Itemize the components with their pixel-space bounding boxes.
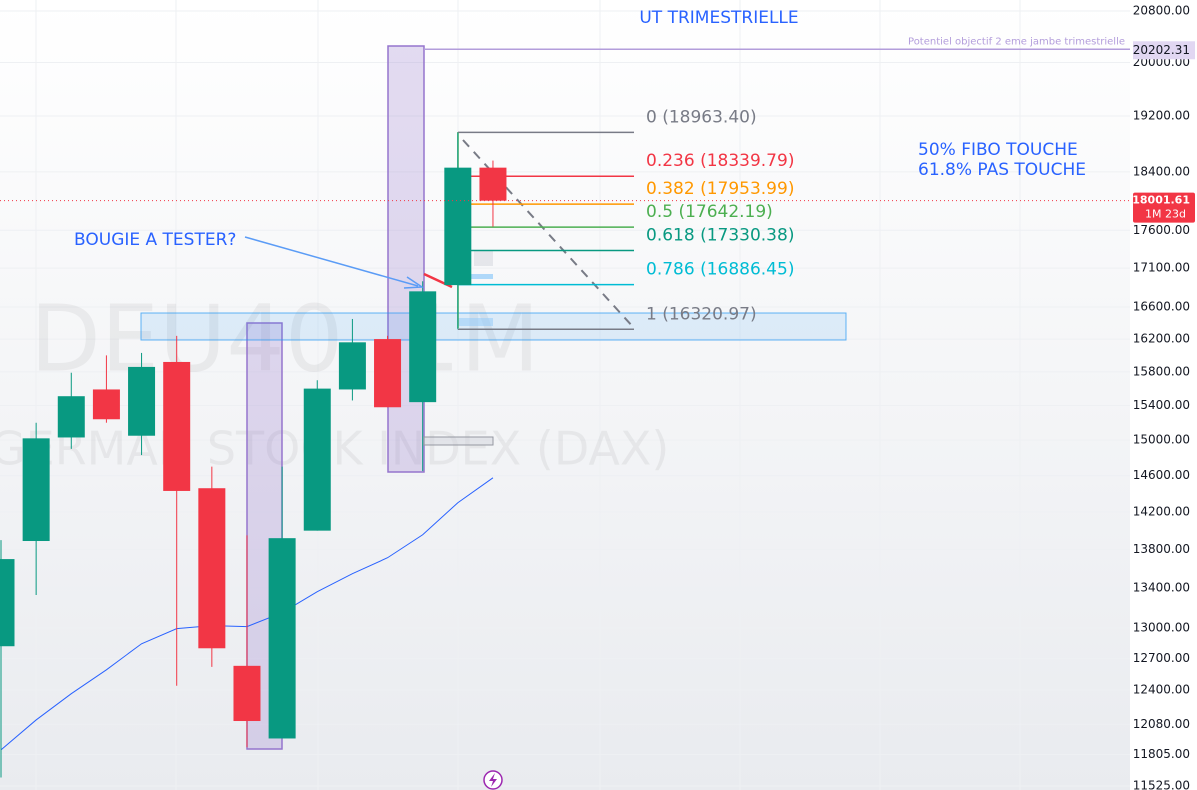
fib-label: 0 (18963.40) xyxy=(646,107,757,127)
y-tick-label: 18400.00 xyxy=(1133,164,1190,178)
countdown: 1M 23d xyxy=(1145,208,1186,221)
price-axis-labels: 20800.0020000.0019200.0018400.0017600.00… xyxy=(1133,3,1190,790)
candle-body xyxy=(22,438,50,542)
event-icon-bolt xyxy=(489,773,497,787)
y-tick-label: 13400.00 xyxy=(1133,581,1190,595)
price-axis xyxy=(1130,0,1197,790)
y-tick-label: 16200.00 xyxy=(1133,332,1190,346)
candle-body xyxy=(303,388,331,531)
candle-body xyxy=(479,167,507,201)
candle-body xyxy=(338,342,366,390)
watermark-description: GERMAN STOCK INDEX (DAX) xyxy=(0,422,669,476)
highlight-box xyxy=(387,45,425,473)
grid xyxy=(0,10,1130,787)
arrow xyxy=(244,236,419,287)
fib-label: 0.786 (16886.45) xyxy=(646,260,794,280)
target-text: Potentiel objectif 2 eme jambe trimestri… xyxy=(908,36,1125,47)
y-tick-label: 19200.00 xyxy=(1133,109,1190,123)
fib-label: 0.382 (17953.99) xyxy=(646,179,794,199)
candle-body xyxy=(233,665,261,722)
price-markers: Potentiel objectif 2 eme jambe trimestri… xyxy=(0,36,1195,223)
last-price: 18001.61 xyxy=(1132,194,1190,207)
annotation-note: 61.8% PAS TOUCHE xyxy=(918,160,1086,180)
gap-box xyxy=(458,274,493,279)
candle-body xyxy=(0,559,15,647)
candle-body xyxy=(444,167,472,286)
y-tick-label: 11805.00 xyxy=(1133,747,1190,761)
annotation-note: 50% FIBO TOUCHE xyxy=(918,140,1078,160)
candle-body xyxy=(409,291,437,403)
y-tick-label: 13000.00 xyxy=(1133,620,1190,634)
y-tick-label: 20800.00 xyxy=(1133,3,1190,17)
y-tick-label: 13800.00 xyxy=(1133,542,1190,556)
arrow-head xyxy=(403,276,425,289)
candle-body xyxy=(163,361,191,491)
fib-diagonal xyxy=(462,139,635,329)
y-tick-label: 15800.00 xyxy=(1133,364,1190,378)
y-tick-label: 14200.00 xyxy=(1133,505,1190,519)
y-tick-label: 12700.00 xyxy=(1133,651,1190,665)
gap-box xyxy=(423,436,494,446)
last-price-box xyxy=(1133,192,1195,223)
candle-body xyxy=(57,396,85,438)
y-tick-label: 16600.00 xyxy=(1133,300,1190,314)
candle-body xyxy=(92,389,120,420)
target-price-box xyxy=(1133,41,1195,60)
arrow-label: BOUGIE A TESTER? xyxy=(74,230,236,250)
candle-body xyxy=(198,488,226,649)
y-tick-label: 15400.00 xyxy=(1133,398,1190,412)
y-tick-label: 12080.00 xyxy=(1133,717,1190,731)
fib-label: 0.236 (18339.79) xyxy=(646,151,794,171)
candles xyxy=(0,132,507,778)
fib-label: 0.618 (17330.38) xyxy=(646,226,794,246)
gap-box xyxy=(458,318,493,326)
y-tick-label: 17600.00 xyxy=(1133,223,1190,237)
gap-box xyxy=(474,250,493,266)
y-tick-label: 15000.00 xyxy=(1133,433,1190,447)
zone-box xyxy=(140,312,847,341)
y-tick-label: 17100.00 xyxy=(1133,261,1190,275)
annotation-title: UT TRIMESTRIELLE xyxy=(639,8,798,28)
candle-body xyxy=(128,366,156,436)
fib-label: 1 (16320.97) xyxy=(646,304,757,324)
y-tick-label: 14600.00 xyxy=(1133,468,1190,482)
target-price: 20202.31 xyxy=(1133,43,1190,57)
y-tick-label: 12400.00 xyxy=(1133,682,1190,696)
fib-label: 0.5 (17642.19) xyxy=(646,202,773,222)
candle-body xyxy=(374,339,402,408)
watermark-symbol: DEU40, 1M xyxy=(30,285,540,392)
y-tick-label: 11525.00 xyxy=(1133,779,1190,790)
candle-body xyxy=(268,538,296,739)
fibonacci: 0 (18963.40) 0.236 (18339.79) 0.382 (17953… xyxy=(458,107,794,331)
